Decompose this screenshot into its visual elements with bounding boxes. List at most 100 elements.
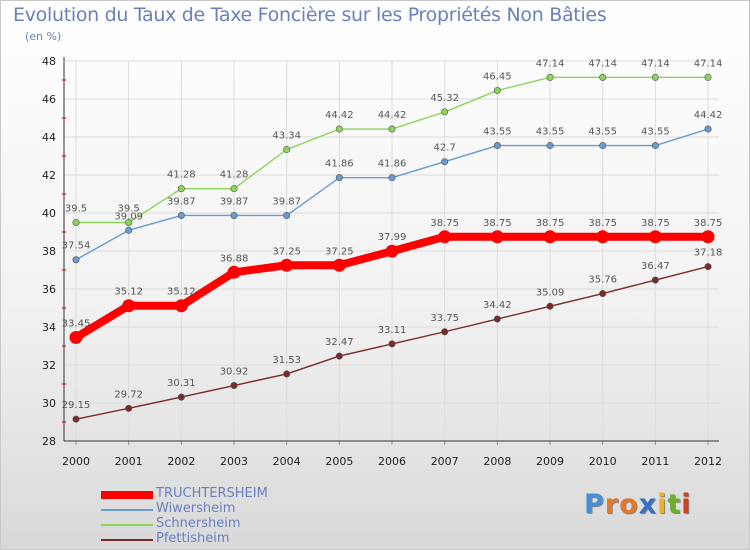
legend-label: Schnersheim	[156, 516, 241, 531]
logo-letter: x	[638, 489, 658, 520]
data-label: 35.76	[588, 275, 617, 286]
data-label: 39.87	[272, 196, 301, 207]
data-label: 39.87	[220, 196, 249, 207]
y-tick-label: 38	[42, 245, 56, 258]
data-point	[441, 158, 449, 166]
data-label: 41.86	[325, 159, 354, 170]
legend-label: Wiwersheim	[156, 501, 236, 516]
data-point	[599, 142, 607, 150]
data-point	[230, 185, 238, 193]
data-point	[125, 226, 133, 234]
data-label: 30.92	[220, 367, 249, 378]
data-label: 39.5	[65, 204, 87, 215]
data-point	[125, 219, 133, 227]
data-label: 38.75	[641, 218, 670, 229]
y-tick-label: 34	[42, 321, 56, 334]
data-label: 41.86	[378, 159, 407, 170]
data-point	[704, 263, 712, 271]
data-label: 47.14	[536, 58, 565, 69]
data-label: 47.14	[694, 58, 723, 69]
data-label: 45.32	[430, 93, 459, 104]
x-tick-label: 2004	[273, 455, 301, 468]
data-label: 38.75	[588, 218, 617, 229]
data-label: 38.75	[536, 218, 565, 229]
y-tick-label: 28	[42, 435, 56, 448]
data-label: 30.31	[167, 378, 196, 389]
logo-letter: i	[681, 489, 692, 520]
data-label: 37.18	[694, 248, 723, 259]
data-point	[388, 125, 396, 133]
data-point	[332, 258, 346, 272]
data-label: 43.55	[588, 127, 617, 138]
data-label: 39.09	[114, 211, 143, 222]
data-point	[283, 211, 291, 219]
legend-swatch	[101, 524, 153, 526]
data-point	[441, 108, 449, 116]
data-point	[335, 352, 343, 360]
data-label: 43.55	[536, 127, 565, 138]
data-point	[174, 299, 188, 313]
x-tick-label: 2009	[536, 455, 564, 468]
data-point	[701, 230, 715, 244]
legend-swatch	[101, 539, 153, 541]
data-label: 47.14	[641, 58, 670, 69]
data-point	[335, 125, 343, 133]
data-label: 39.5	[118, 204, 140, 215]
x-tick-label: 2010	[589, 455, 617, 468]
y-tick-label: 32	[42, 359, 56, 372]
chart-unit-label: (en %)	[25, 30, 62, 43]
data-point	[388, 340, 396, 348]
data-point	[651, 142, 659, 150]
data-label: 34.42	[483, 300, 512, 311]
data-point	[438, 230, 452, 244]
data-label: 44.42	[694, 110, 723, 121]
data-point	[283, 370, 291, 378]
data-point	[493, 86, 501, 94]
data-label: 35.12	[167, 287, 196, 298]
data-point	[177, 185, 185, 193]
data-point	[69, 330, 83, 344]
data-label: 37.25	[325, 246, 354, 257]
data-point	[335, 174, 343, 182]
x-tick-label: 2003	[220, 455, 248, 468]
data-label: 47.14	[588, 58, 617, 69]
data-point	[493, 142, 501, 150]
data-label: 43.55	[483, 127, 512, 138]
x-tick-label: 2006	[378, 455, 406, 468]
data-label: 35.12	[114, 287, 143, 298]
data-label: 29.72	[114, 389, 143, 400]
data-point	[651, 276, 659, 284]
chart-title: Evolution du Taux de Taxe Foncière sur l…	[13, 4, 607, 26]
data-point	[72, 219, 80, 227]
data-label: 44.42	[378, 110, 407, 121]
data-label: 42.7	[434, 143, 456, 154]
data-point	[280, 258, 294, 272]
logo-letter: i	[657, 489, 668, 520]
data-label: 37.54	[62, 241, 91, 252]
x-tick-label: 2007	[431, 455, 459, 468]
x-tick-label: 2002	[167, 455, 195, 468]
logo-letter: P	[584, 489, 605, 520]
x-tick-label: 2005	[325, 455, 353, 468]
x-tick-label: 2011	[641, 455, 669, 468]
data-label: 33.45	[62, 318, 91, 329]
data-label: 38.75	[694, 218, 723, 229]
data-label: 38.75	[483, 218, 512, 229]
data-point	[72, 415, 80, 423]
data-label: 35.09	[536, 287, 565, 298]
data-point	[230, 211, 238, 219]
data-point	[125, 404, 133, 412]
legend-label: Pfettisheim	[156, 531, 230, 546]
data-point	[599, 73, 607, 81]
data-point	[122, 299, 136, 313]
data-label: 43.34	[272, 131, 301, 142]
data-point	[177, 211, 185, 219]
x-tick-label: 2001	[115, 455, 143, 468]
data-label: 31.53	[272, 355, 301, 366]
data-point	[388, 174, 396, 182]
data-point	[704, 125, 712, 133]
data-point	[599, 290, 607, 298]
proxiti-logo: Proxiti	[584, 489, 692, 520]
data-point	[72, 256, 80, 264]
